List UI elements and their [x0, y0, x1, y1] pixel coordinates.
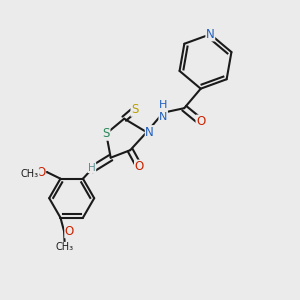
Text: O: O: [135, 160, 144, 173]
Text: O: O: [65, 225, 74, 238]
Text: O: O: [36, 166, 46, 178]
Text: H
N: H N: [159, 100, 167, 122]
Text: N: N: [206, 28, 215, 41]
Text: CH₃: CH₃: [21, 169, 39, 178]
Text: S: S: [131, 103, 138, 116]
Text: H: H: [88, 163, 96, 172]
Text: CH₃: CH₃: [56, 242, 74, 252]
Text: S: S: [103, 127, 110, 140]
Text: O: O: [196, 115, 205, 128]
Text: N: N: [145, 126, 154, 139]
